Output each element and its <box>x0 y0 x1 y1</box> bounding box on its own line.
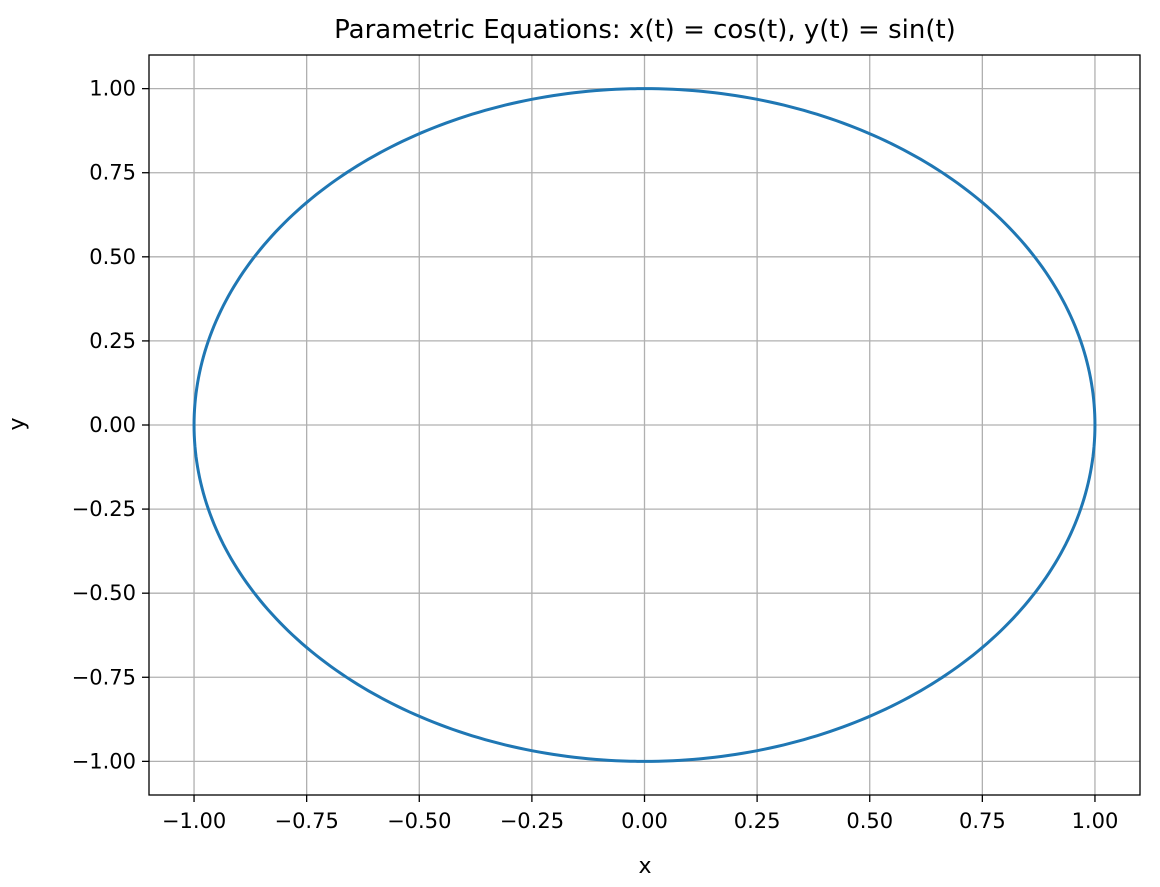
x-tick-label: 0.75 <box>959 809 1006 833</box>
series-layer <box>192 87 1097 763</box>
x-tick-label: 0.00 <box>621 809 668 833</box>
y-tick-label: 0.50 <box>89 245 136 269</box>
y-axis-label: y <box>5 417 30 430</box>
x-tick-label: 1.00 <box>1072 809 1119 833</box>
y-tick-label: 0.00 <box>89 413 136 437</box>
x-tick-label: −0.75 <box>274 809 338 833</box>
y-tick-label: 1.00 <box>89 77 136 101</box>
x-tick-label: 0.50 <box>846 809 893 833</box>
y-tick-label: −0.50 <box>72 581 136 605</box>
x-tick-label: −0.50 <box>387 809 451 833</box>
y-tick-label: −0.75 <box>72 665 136 689</box>
series-line-0 <box>192 87 1097 763</box>
y-tick-label: −0.25 <box>72 497 136 521</box>
y-tick-label: 0.25 <box>89 329 136 353</box>
chart-title: Parametric Equations: x(t) = cos(t), y(t… <box>334 15 956 45</box>
x-tick-label: −1.00 <box>162 809 226 833</box>
x-tick-label: −0.25 <box>500 809 564 833</box>
y-tick-label: 0.75 <box>89 161 136 185</box>
x-tick-label: 0.25 <box>734 809 781 833</box>
x-axis-label: x <box>638 854 651 879</box>
y-tick-label: −1.00 <box>72 749 136 773</box>
y-axis-ticks: −1.00 −0.75 −0.50 −0.25 0.00 0.25 0.50 0.75 1.00 <box>72 77 149 773</box>
x-axis-ticks: −1.00 −0.75 −0.50 −0.25 0.00 0.25 0.50 0.75 1.00 <box>162 795 1118 833</box>
